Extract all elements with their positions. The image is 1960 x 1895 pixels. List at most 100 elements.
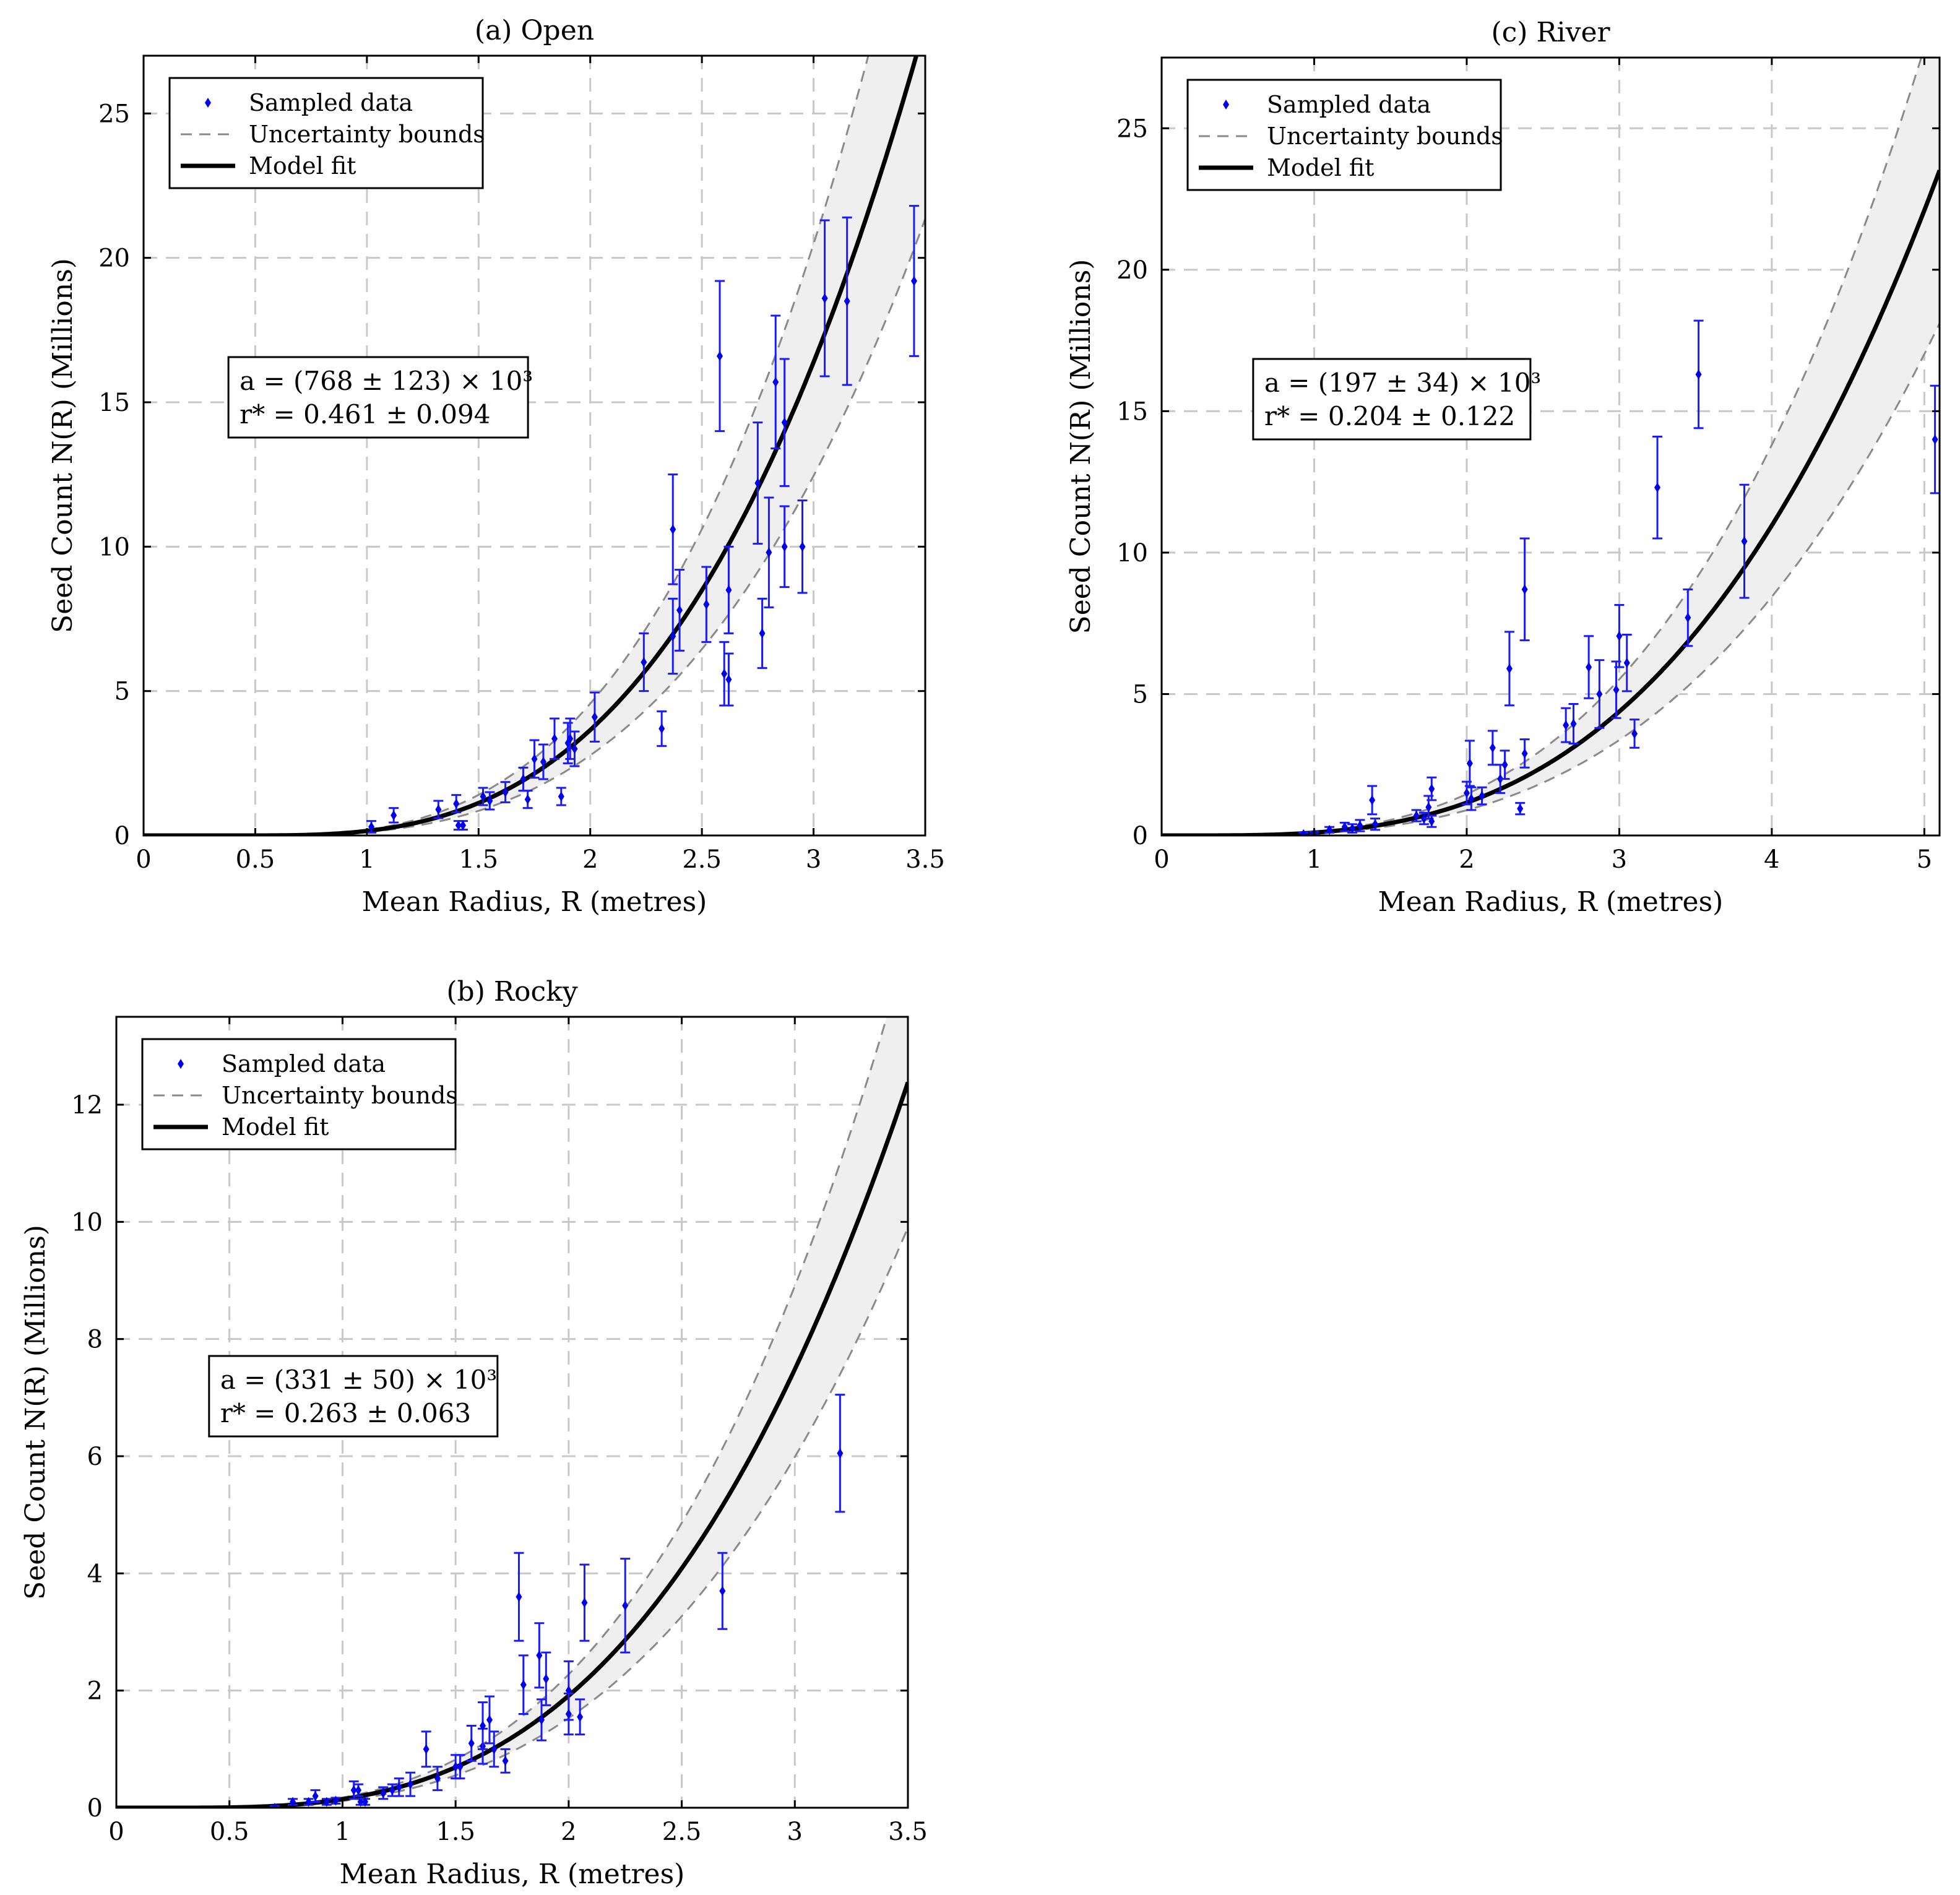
data-point: [435, 805, 442, 814]
data-point: [1428, 816, 1435, 827]
data-point: [844, 296, 850, 306]
legend-label: Sampled data: [1267, 91, 1431, 118]
data-point: [540, 757, 546, 767]
data-point: [565, 1709, 572, 1719]
data-point: [567, 733, 574, 744]
data-point: [781, 417, 788, 428]
data-point: [558, 792, 564, 801]
upper-bound-line: [1162, 58, 1923, 835]
data-point: [271, 1803, 278, 1808]
chart-title: (c) River: [1491, 17, 1610, 48]
data-point: [290, 1797, 296, 1807]
y-tick-label: 20: [98, 244, 130, 273]
data-point: [380, 1788, 387, 1798]
data-point: [486, 1715, 493, 1725]
y-tick-label: 0: [114, 822, 130, 850]
x-tick-label: 0: [1154, 845, 1169, 874]
data-point: [577, 1712, 584, 1722]
data-point: [799, 542, 806, 552]
data-point: [591, 712, 598, 722]
y-tick-label: 12: [71, 1091, 103, 1120]
x-tick-label: 1.5: [436, 1818, 475, 1846]
data-point: [719, 1586, 726, 1596]
y-tick-label: 10: [71, 1208, 103, 1237]
legend-box: [1186, 79, 1502, 191]
data-point: [1517, 803, 1524, 814]
data-point: [516, 1592, 522, 1602]
y-tick-label: 10: [1116, 539, 1148, 568]
data-point: [1349, 823, 1356, 834]
data-point: [538, 1715, 545, 1725]
chart-panel-rocky: 0 0.5 1 1.5 2 2.5 3 3.5 0 2 4 6 8 10 12 (b) Rocky Mean R…: [20, 976, 928, 1890]
data-point: [389, 1785, 395, 1795]
uncertainty-band: [116, 1017, 908, 1808]
data-point: [1369, 795, 1376, 805]
data-point: [658, 723, 665, 734]
data-point: [821, 293, 828, 303]
legend-label: Model fit: [222, 1113, 329, 1141]
data-point: [407, 1779, 414, 1790]
legend: Sampled data Uncertainty bounds Model fit: [1186, 79, 1503, 191]
uncertainty-band: [1162, 58, 1940, 835]
plot-frame: [1160, 56, 1941, 837]
data-point: [759, 628, 766, 639]
x-tick-label: 3: [1612, 845, 1627, 874]
parameter-r-star: r* = 0.461 ± 0.094: [240, 399, 490, 430]
data-point: [355, 1785, 362, 1795]
data-point: [670, 631, 676, 641]
legend-label: Sampled data: [222, 1050, 386, 1077]
chart-panel-river: 0 1 2 3 4 5 0 5 10 15 20 25 (c) River Mean Radius, R …: [1065, 17, 1941, 918]
x-tick-label: 2.5: [682, 845, 722, 874]
data-point: [1521, 748, 1528, 759]
legend-marker-sampled: [205, 98, 211, 108]
data-point: [1489, 743, 1496, 753]
data-point: [581, 1597, 588, 1608]
x-tick-label: 1: [335, 1818, 350, 1846]
data-point: [754, 478, 761, 488]
parameter-r-star: r* = 0.204 ± 0.122: [1264, 401, 1515, 431]
lower-bound-line: [1162, 322, 1940, 835]
y-tick-label: 0: [87, 1794, 103, 1823]
data-point: [536, 1650, 543, 1660]
x-tick-label: 2.5: [662, 1818, 702, 1846]
data-point: [479, 1720, 486, 1731]
data-point: [543, 1673, 550, 1684]
plot-frame: [142, 54, 926, 837]
y-tick-label: 25: [98, 100, 130, 128]
x-tick-label: 3: [806, 845, 821, 874]
data-point: [1372, 819, 1379, 829]
data-point: [676, 605, 683, 615]
data-point: [460, 820, 467, 831]
data-point: [641, 657, 647, 667]
data-point: [772, 377, 779, 387]
data-point: [1468, 793, 1475, 804]
y-tick-label: 10: [98, 533, 130, 561]
x-tick-label: 5: [1917, 845, 1932, 874]
x-tick-label: 3: [787, 1818, 803, 1846]
data-point: [1506, 663, 1513, 674]
data-point: [1613, 684, 1620, 695]
y-tick-label: 15: [98, 389, 130, 417]
x-tick-label: 4: [1764, 845, 1779, 874]
y-tick-label: 2: [87, 1677, 103, 1706]
data-point: [468, 1738, 475, 1748]
data-point: [1300, 829, 1307, 835]
annotation-frame: [1252, 358, 1532, 441]
data-point: [1425, 802, 1432, 813]
data-point: [520, 1680, 527, 1690]
data-point: [1521, 584, 1528, 595]
data-point: [1326, 824, 1333, 835]
data-point: [452, 1761, 459, 1772]
x-tick-label: 0.5: [210, 1818, 249, 1846]
x-tick-label: 0: [136, 845, 151, 874]
legend: Sampled data Uncertainty bounds Model fit: [168, 77, 485, 189]
x-tick-label: 0: [108, 1818, 124, 1846]
data-point: [1741, 536, 1748, 546]
parameter-r-star: r* = 0.263 ± 0.063: [220, 1398, 471, 1428]
y-axis-label: Seed Count N(R) (Millions): [1065, 259, 1097, 634]
data-point: [457, 1761, 464, 1772]
parameter-a: a = (331 ± 50) × 10³: [220, 1365, 497, 1395]
